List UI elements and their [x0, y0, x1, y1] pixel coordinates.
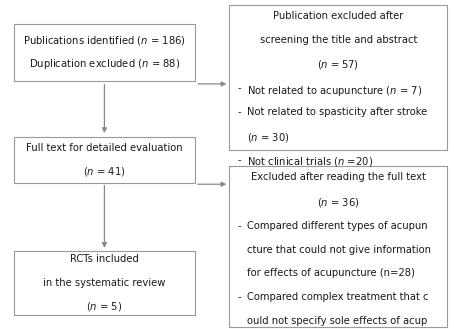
Text: -: -	[237, 292, 241, 302]
Text: -: -	[237, 84, 241, 93]
Text: -: -	[237, 107, 241, 117]
Text: Publications identified ($n$ = 186): Publications identified ($n$ = 186)	[23, 34, 186, 47]
Text: Compared different types of acupun: Compared different types of acupun	[247, 221, 428, 231]
Text: Compared complex treatment that c: Compared complex treatment that c	[247, 292, 429, 302]
Text: ($n$ = 36): ($n$ = 36)	[317, 196, 360, 209]
Bar	[14, 137, 195, 183]
Text: for effects of acupuncture (n=28): for effects of acupuncture (n=28)	[247, 268, 415, 278]
Text: Not clinical trials ($n$ =20): Not clinical trials ($n$ =20)	[247, 155, 374, 168]
Text: Full text for detailed evaluation: Full text for detailed evaluation	[26, 143, 183, 153]
Text: Excluded after reading the full text: Excluded after reading the full text	[251, 172, 426, 182]
Text: ($n$ = 5): ($n$ = 5)	[86, 300, 123, 313]
Text: ($n$ = 41): ($n$ = 41)	[83, 165, 126, 178]
Text: -: -	[237, 221, 241, 231]
Text: in the systematic review: in the systematic review	[43, 278, 166, 288]
Text: Duplication excluded ($n$ = 88): Duplication excluded ($n$ = 88)	[29, 58, 180, 71]
Text: screening the title and abstract: screening the title and abstract	[260, 35, 417, 44]
Text: ould not specify sole effects of acup: ould not specify sole effects of acup	[247, 316, 428, 326]
Bar	[14, 251, 195, 315]
Text: Publication excluded after: Publication excluded after	[273, 11, 404, 21]
Text: Not related to acupuncture ($n$ = 7): Not related to acupuncture ($n$ = 7)	[247, 84, 423, 98]
Bar	[14, 24, 195, 82]
Text: RCTs included: RCTs included	[70, 254, 139, 264]
Text: ($n$ = 57): ($n$ = 57)	[317, 58, 359, 71]
Text: ($n$ = 30): ($n$ = 30)	[247, 131, 290, 144]
Bar	[229, 5, 447, 150]
Text: -: -	[237, 155, 241, 164]
Text: Not related to spasticity after stroke: Not related to spasticity after stroke	[247, 107, 428, 117]
Text: cture that could not give information: cture that could not give information	[247, 245, 431, 255]
Bar	[229, 166, 447, 327]
